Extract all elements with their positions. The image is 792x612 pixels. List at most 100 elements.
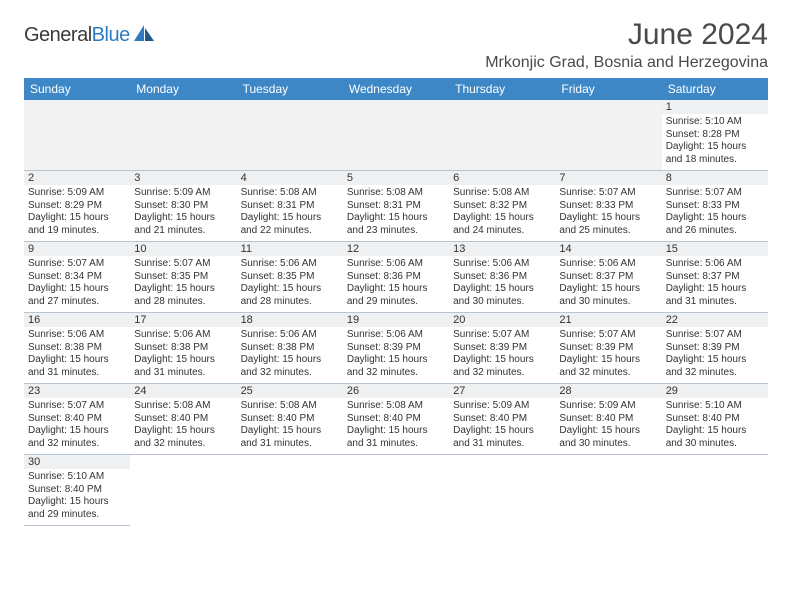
- day-details: Sunrise: 5:10 AMSunset: 8:40 PMDaylight:…: [24, 469, 130, 525]
- daylight-text: Daylight: 15 hours: [241, 283, 339, 296]
- sunset-text: Sunset: 8:36 PM: [347, 271, 445, 284]
- day-details: Sunrise: 5:06 AMSunset: 8:37 PMDaylight:…: [662, 256, 768, 312]
- calendar-cell: 22Sunrise: 5:07 AMSunset: 8:39 PMDayligh…: [662, 313, 768, 384]
- daynum-blank: [237, 100, 343, 114]
- calendar-cell: 28Sunrise: 5:09 AMSunset: 8:40 PMDayligh…: [555, 384, 661, 455]
- daylight-text: Daylight: 15 hours: [666, 354, 764, 367]
- day-details: Sunrise: 5:09 AMSunset: 8:40 PMDaylight:…: [449, 398, 555, 454]
- sunset-text: Sunset: 8:40 PM: [134, 413, 232, 426]
- daylight-text: and 28 minutes.: [241, 296, 339, 309]
- daylight-text: Daylight: 15 hours: [559, 354, 657, 367]
- daynum-blank: [449, 100, 555, 114]
- sunrise-text: Sunrise: 5:08 AM: [453, 187, 551, 200]
- day-number: 9: [24, 242, 130, 256]
- daylight-text: and 32 minutes.: [666, 367, 764, 380]
- daylight-text: Daylight: 15 hours: [28, 283, 126, 296]
- daylight-text: Daylight: 15 hours: [347, 425, 445, 438]
- brand-name: GeneralBlue: [24, 24, 130, 47]
- day-details: Sunrise: 5:07 AMSunset: 8:40 PMDaylight:…: [24, 398, 130, 454]
- day-number: 10: [130, 242, 236, 256]
- day-number: 6: [449, 171, 555, 185]
- sunset-text: Sunset: 8:35 PM: [241, 271, 339, 284]
- calendar-cell: 1Sunrise: 5:10 AMSunset: 8:28 PMDaylight…: [662, 100, 768, 171]
- calendar-week-row: 16Sunrise: 5:06 AMSunset: 8:38 PMDayligh…: [24, 313, 768, 384]
- day-details: Sunrise: 5:10 AMSunset: 8:40 PMDaylight:…: [662, 398, 768, 454]
- day-details: Sunrise: 5:10 AMSunset: 8:28 PMDaylight:…: [662, 114, 768, 170]
- day-number: 27: [449, 384, 555, 398]
- sail-icon: [134, 25, 156, 48]
- sunset-text: Sunset: 8:38 PM: [134, 342, 232, 355]
- calendar-cell: 21Sunrise: 5:07 AMSunset: 8:39 PMDayligh…: [555, 313, 661, 384]
- daylight-text: and 31 minutes.: [134, 367, 232, 380]
- daylight-text: Daylight: 15 hours: [666, 425, 764, 438]
- day-details: Sunrise: 5:07 AMSunset: 8:39 PMDaylight:…: [662, 327, 768, 383]
- sunset-text: Sunset: 8:39 PM: [559, 342, 657, 355]
- day-details: Sunrise: 5:08 AMSunset: 8:31 PMDaylight:…: [343, 185, 449, 241]
- daylight-text: and 21 minutes.: [134, 225, 232, 238]
- sunrise-text: Sunrise: 5:09 AM: [28, 187, 126, 200]
- calendar-cell: 4Sunrise: 5:08 AMSunset: 8:31 PMDaylight…: [237, 171, 343, 242]
- sunset-text: Sunset: 8:40 PM: [666, 413, 764, 426]
- day-number: 17: [130, 313, 236, 327]
- sunset-text: Sunset: 8:40 PM: [241, 413, 339, 426]
- daylight-text: and 32 minutes.: [347, 367, 445, 380]
- daylight-text: Daylight: 15 hours: [241, 354, 339, 367]
- weekday-header: Sunday: [24, 78, 130, 100]
- calendar-cell: 3Sunrise: 5:09 AMSunset: 8:30 PMDaylight…: [130, 171, 236, 242]
- daylight-text: Daylight: 15 hours: [28, 496, 126, 509]
- sunrise-text: Sunrise: 5:07 AM: [28, 400, 126, 413]
- calendar-cell: [555, 455, 661, 526]
- sunrise-text: Sunrise: 5:07 AM: [28, 258, 126, 271]
- calendar-cell: [343, 100, 449, 171]
- day-details: Sunrise: 5:08 AMSunset: 8:40 PMDaylight:…: [237, 398, 343, 454]
- day-details: Sunrise: 5:08 AMSunset: 8:32 PMDaylight:…: [449, 185, 555, 241]
- daynum-blank: [24, 100, 130, 114]
- brand-name-b: Blue: [92, 24, 130, 46]
- sunset-text: Sunset: 8:38 PM: [241, 342, 339, 355]
- day-details: Sunrise: 5:09 AMSunset: 8:40 PMDaylight:…: [555, 398, 661, 454]
- daynum-blank: [555, 100, 661, 114]
- sunset-text: Sunset: 8:39 PM: [666, 342, 764, 355]
- day-number: 26: [343, 384, 449, 398]
- calendar-cell: [555, 100, 661, 171]
- daylight-text: Daylight: 15 hours: [453, 212, 551, 225]
- calendar-cell: [237, 455, 343, 526]
- calendar-cell: [130, 455, 236, 526]
- sunrise-text: Sunrise: 5:06 AM: [666, 258, 764, 271]
- day-number: 20: [449, 313, 555, 327]
- calendar-cell: 7Sunrise: 5:07 AMSunset: 8:33 PMDaylight…: [555, 171, 661, 242]
- sunrise-text: Sunrise: 5:07 AM: [666, 329, 764, 342]
- calendar-cell: 14Sunrise: 5:06 AMSunset: 8:37 PMDayligh…: [555, 242, 661, 313]
- daynum-blank: [343, 100, 449, 114]
- day-number: 21: [555, 313, 661, 327]
- sunrise-text: Sunrise: 5:10 AM: [28, 471, 126, 484]
- calendar-week-row: 30Sunrise: 5:10 AMSunset: 8:40 PMDayligh…: [24, 455, 768, 526]
- sunrise-text: Sunrise: 5:06 AM: [559, 258, 657, 271]
- calendar-cell: 23Sunrise: 5:07 AMSunset: 8:40 PMDayligh…: [24, 384, 130, 455]
- sunset-text: Sunset: 8:39 PM: [453, 342, 551, 355]
- calendar-body: 1Sunrise: 5:10 AMSunset: 8:28 PMDaylight…: [24, 100, 768, 526]
- day-details: Sunrise: 5:07 AMSunset: 8:39 PMDaylight:…: [449, 327, 555, 383]
- calendar-cell: 18Sunrise: 5:06 AMSunset: 8:38 PMDayligh…: [237, 313, 343, 384]
- weekday-header: Wednesday: [343, 78, 449, 100]
- sunset-text: Sunset: 8:35 PM: [134, 271, 232, 284]
- sunrise-text: Sunrise: 5:09 AM: [134, 187, 232, 200]
- daylight-text: and 27 minutes.: [28, 296, 126, 309]
- sunrise-text: Sunrise: 5:10 AM: [666, 116, 764, 129]
- calendar-cell: 6Sunrise: 5:08 AMSunset: 8:32 PMDaylight…: [449, 171, 555, 242]
- daylight-text: and 32 minutes.: [453, 367, 551, 380]
- daylight-text: and 29 minutes.: [28, 509, 126, 522]
- day-number: 28: [555, 384, 661, 398]
- day-number: 29: [662, 384, 768, 398]
- day-details: Sunrise: 5:08 AMSunset: 8:31 PMDaylight:…: [237, 185, 343, 241]
- day-details: Sunrise: 5:07 AMSunset: 8:33 PMDaylight:…: [555, 185, 661, 241]
- calendar-cell: 27Sunrise: 5:09 AMSunset: 8:40 PMDayligh…: [449, 384, 555, 455]
- day-number: 15: [662, 242, 768, 256]
- daylight-text: Daylight: 15 hours: [28, 354, 126, 367]
- calendar-week-row: 2Sunrise: 5:09 AMSunset: 8:29 PMDaylight…: [24, 171, 768, 242]
- weekday-header: Monday: [130, 78, 236, 100]
- sunset-text: Sunset: 8:33 PM: [559, 200, 657, 213]
- sunset-text: Sunset: 8:31 PM: [241, 200, 339, 213]
- day-number: 24: [130, 384, 236, 398]
- daylight-text: and 31 minutes.: [666, 296, 764, 309]
